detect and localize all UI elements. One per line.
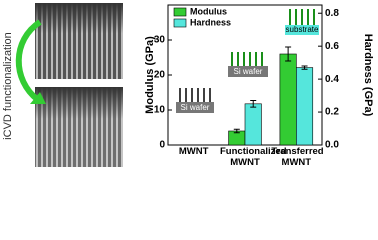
sem-image-bottom [35, 87, 123, 167]
legend-label: Hardness [190, 17, 231, 27]
inset-substrate [176, 102, 214, 113]
inset-label: Si wafer [181, 103, 210, 112]
y-tick-label: 10 [154, 105, 166, 116]
y-axis-title: Modulus (GPa) [144, 36, 156, 114]
inset-label: substrate [286, 25, 319, 34]
legend-swatch [173, 18, 187, 28]
inset-label: Si wafer [234, 67, 263, 76]
y2-tick-label: 0.2 [325, 107, 339, 118]
bar [279, 53, 297, 146]
inset-3 [289, 9, 315, 25]
error-bar [250, 100, 257, 108]
chart: iCVD functionalization Modulus (GPa) Har… [2, 3, 374, 167]
arrow [15, 19, 42, 103]
y-tick-label: 20 [154, 70, 166, 81]
x-tick-label: MWNT [178, 146, 209, 157]
figure: iCVD functionalization Modulus (GPa) Har… [2, 3, 374, 168]
sem-image-top [35, 3, 123, 79]
inset-1 [179, 88, 211, 102]
y2-tick-label: 0.0 [325, 140, 339, 151]
error-bar [301, 65, 308, 70]
y2-tick-label: 0.4 [325, 74, 339, 85]
inset-substrate [228, 66, 268, 77]
y2-axis-title: Hardness (GPa) [362, 34, 374, 117]
y2-tick-label: 0.6 [325, 41, 339, 52]
y2-tick-label: 0.8 [325, 8, 339, 19]
x-tick-label: Transferred MWNT [271, 146, 324, 168]
error-bar [233, 128, 240, 134]
y-tick-label: 30 [154, 35, 166, 46]
inset-substrate [285, 25, 319, 35]
arrow-head [30, 92, 46, 104]
x-tick-label: Functionalized MWNT [220, 146, 287, 168]
y-tick-label: 0 [159, 140, 165, 151]
bar [244, 103, 262, 146]
legend-swatch [173, 7, 187, 17]
side-text: iCVD functionalization [2, 32, 14, 140]
inset-2 [231, 52, 263, 66]
bar [296, 67, 314, 146]
error-bar [285, 46, 292, 62]
legend-label: Modulus [190, 6, 227, 16]
